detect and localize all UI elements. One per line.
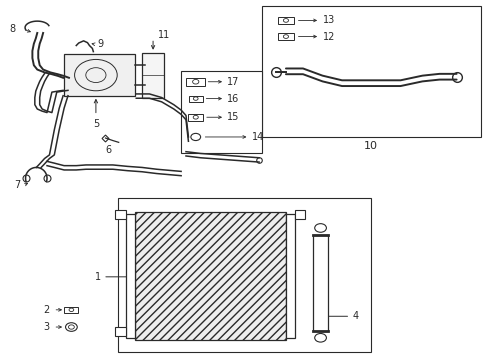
- Text: 9: 9: [97, 40, 103, 49]
- Bar: [294, 211, 305, 220]
- Text: 6: 6: [105, 145, 111, 155]
- Text: 17: 17: [227, 77, 239, 87]
- Bar: [135, 212, 285, 339]
- Text: 16: 16: [227, 94, 239, 104]
- Text: 10: 10: [364, 141, 378, 151]
- Text: 14: 14: [251, 132, 264, 142]
- Text: 15: 15: [227, 112, 239, 122]
- Bar: [312, 235, 328, 330]
- Text: 3: 3: [43, 322, 49, 332]
- Bar: [181, 71, 261, 153]
- Text: 13: 13: [322, 15, 334, 26]
- Bar: [278, 17, 293, 24]
- Bar: [115, 327, 126, 336]
- Bar: [115, 211, 126, 220]
- Bar: [186, 78, 204, 86]
- Bar: [278, 33, 293, 40]
- Bar: [118, 198, 370, 352]
- Bar: [64, 54, 135, 96]
- Text: 4: 4: [352, 311, 358, 321]
- Bar: [126, 214, 135, 338]
- Text: 1: 1: [94, 272, 101, 282]
- Bar: [188, 114, 203, 121]
- Text: 11: 11: [158, 30, 170, 40]
- Bar: [64, 307, 78, 313]
- Text: 12: 12: [322, 32, 334, 41]
- Bar: [261, 6, 480, 137]
- Bar: [188, 96, 203, 102]
- Text: 2: 2: [43, 305, 49, 315]
- Bar: [142, 53, 163, 98]
- Text: 7: 7: [14, 180, 20, 190]
- Text: 8: 8: [9, 24, 15, 34]
- Text: 5: 5: [93, 119, 99, 129]
- Bar: [285, 214, 294, 338]
